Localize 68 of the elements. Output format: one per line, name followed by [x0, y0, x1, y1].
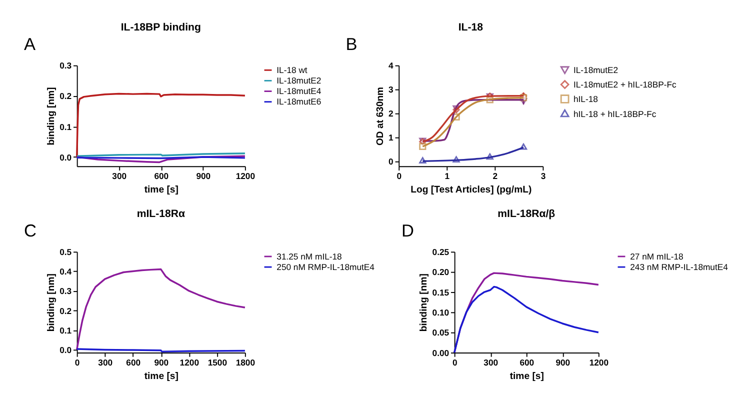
x-tick-label: 1200: [180, 358, 200, 368]
x-tick-label: 900: [154, 358, 169, 368]
x-tick-label: 900: [556, 358, 570, 368]
chart-title: mIL-18Rα: [136, 208, 186, 220]
x-axis-title: time [s]: [144, 370, 178, 382]
x-tick-label: 600: [520, 358, 534, 368]
y-axis-title: OD at 630nm: [374, 86, 386, 146]
legend-label: IL-18mutE2: [573, 65, 618, 76]
legend-label: hIL-18: [573, 94, 598, 104]
x-tick-label: 0: [396, 171, 402, 182]
legend-label: IL-18mutE6: [276, 96, 322, 107]
y-tick-label: 0.5: [60, 247, 72, 258]
x-tick-label: 0: [452, 358, 458, 368]
legend-label: hIL-18 + hIL-18BP-Fc: [573, 109, 657, 120]
x-tick-label: 2: [492, 171, 498, 182]
x-tick-label: 1200: [589, 358, 609, 368]
x-axis-title: time [s]: [510, 370, 544, 382]
legend-label: 243 nM RMP-IL-18mutE4: [630, 262, 728, 272]
legend-label: 31.25 nM mIL-18: [276, 251, 342, 262]
legend-label: IL-18 wt: [276, 65, 308, 76]
y-tick-label: 0.25: [432, 247, 450, 258]
legend-label: 27 nM mIL-18: [630, 251, 684, 262]
text: D: [402, 220, 414, 240]
y-tick-label: 0.1: [60, 122, 72, 132]
y-tick-label: 0.3: [60, 60, 72, 71]
y-axis-title: binding [nm]: [418, 274, 430, 332]
x-tick-label: 600: [126, 358, 141, 368]
legend-label: IL-18mutE2 + hIL-18BP-Fc: [573, 79, 677, 90]
legend-label: 250 nM RMP-IL-18mutE4: [276, 262, 375, 272]
y-tick-label: 1: [388, 132, 394, 143]
y-tick-label: 0.4: [60, 266, 72, 277]
y-tick-label: 0.00: [432, 348, 450, 358]
y-axis-title: binding [nm]: [46, 87, 57, 146]
x-tick-label: 1200: [236, 171, 256, 182]
y-tick-label: 0.2: [60, 91, 72, 102]
x-tick-label: 900: [196, 171, 211, 182]
x-tick-label: 300: [484, 358, 498, 368]
y-tick-label: 2: [388, 108, 394, 119]
x-tick-label: 1500: [208, 358, 228, 368]
y-axis-title: binding [nm]: [46, 274, 57, 332]
y-tick-label: 3: [388, 84, 394, 95]
chart-title: IL-18: [458, 22, 484, 34]
chart-title: mIL-18Rα/β: [498, 208, 556, 220]
x-tick-label: 0: [74, 358, 80, 368]
y-tick-label: 4: [388, 60, 394, 71]
y-tick-label: 0.10: [432, 308, 450, 318]
x-axis-title: time [s]: [144, 184, 178, 196]
y-tick-label: 0.0: [60, 152, 72, 162]
y-tick-label: 0.05: [432, 328, 450, 338]
legend-label: IL-18mutE4: [276, 86, 322, 96]
x-tick-label: 3: [540, 171, 546, 182]
x-tick-label: 300: [98, 358, 113, 368]
y-tick-label: 0: [388, 156, 394, 167]
chart-title: IL-18BP binding: [120, 22, 201, 34]
legend-label: IL-18mutE2: [276, 76, 322, 86]
y-tick-label: 0.3: [60, 286, 72, 296]
y-tick-label: 0.15: [432, 287, 450, 298]
x-tick-label: 1800: [236, 358, 256, 368]
text: B: [346, 34, 358, 54]
x-tick-label: 300: [112, 171, 127, 182]
y-tick-label: 0.20: [432, 267, 450, 278]
y-tick-label: 0.2: [60, 306, 72, 316]
x-axis-title: Log [Test Articles] (pg/mL): [410, 184, 532, 196]
y-tick-label: 0.1: [60, 325, 72, 336]
text: A: [24, 34, 36, 54]
text: C: [24, 220, 36, 240]
x-tick-label: 600: [154, 171, 169, 182]
y-tick-label: 0.0: [60, 344, 72, 355]
